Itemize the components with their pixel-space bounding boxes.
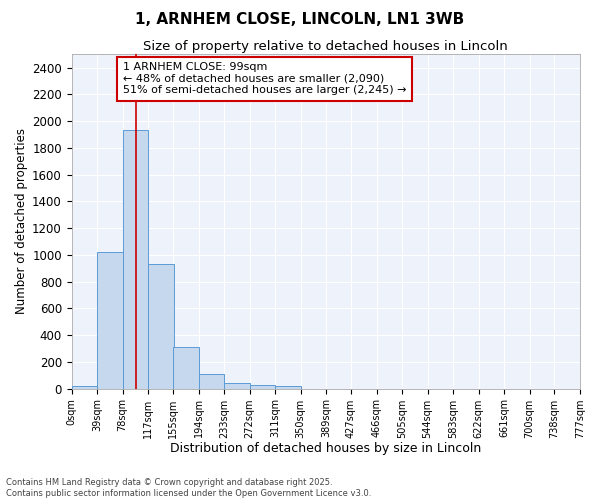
Bar: [250, 386, 275, 388]
Bar: [275, 386, 301, 388]
Bar: [148, 264, 174, 388]
X-axis label: Distribution of detached houses by size in Lincoln: Distribution of detached houses by size …: [170, 442, 481, 455]
Bar: [122, 130, 148, 388]
Bar: [224, 382, 250, 388]
Bar: [199, 374, 224, 388]
Text: Contains HM Land Registry data © Crown copyright and database right 2025.
Contai: Contains HM Land Registry data © Crown c…: [6, 478, 371, 498]
Bar: [173, 347, 199, 389]
Text: 1, ARNHEM CLOSE, LINCOLN, LN1 3WB: 1, ARNHEM CLOSE, LINCOLN, LN1 3WB: [136, 12, 464, 28]
Bar: [71, 386, 97, 388]
Bar: [97, 252, 122, 388]
Y-axis label: Number of detached properties: Number of detached properties: [15, 128, 28, 314]
Title: Size of property relative to detached houses in Lincoln: Size of property relative to detached ho…: [143, 40, 508, 53]
Text: 1 ARNHEM CLOSE: 99sqm
← 48% of detached houses are smaller (2,090)
51% of semi-d: 1 ARNHEM CLOSE: 99sqm ← 48% of detached …: [122, 62, 406, 96]
